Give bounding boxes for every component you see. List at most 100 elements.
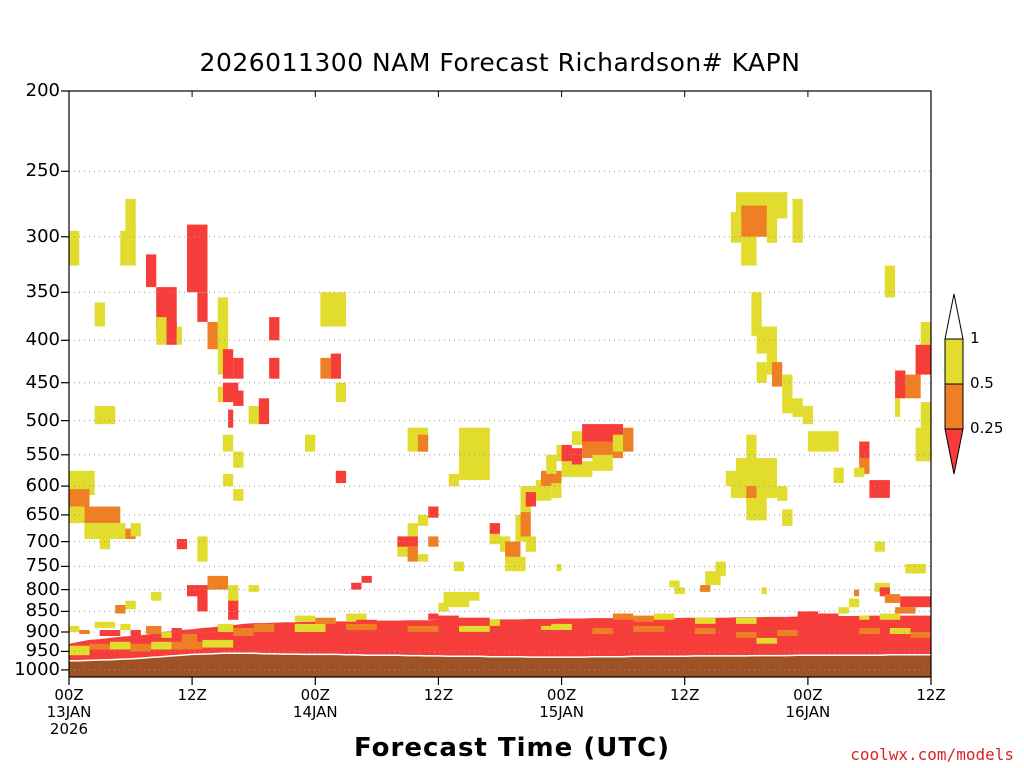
ri-cell	[879, 613, 901, 620]
colorbar-label: 1	[970, 329, 980, 347]
ri-cell	[417, 514, 429, 526]
ri-cell	[459, 625, 490, 632]
ri-cell	[222, 434, 234, 452]
ri-cell	[859, 458, 870, 474]
ri-cell	[920, 402, 931, 428]
ri-cell	[520, 497, 531, 513]
ri-cell	[592, 628, 613, 634]
ri-cell	[582, 441, 624, 459]
ri-cell	[807, 431, 839, 452]
ri-cell	[792, 398, 803, 417]
ri-cell	[428, 613, 439, 620]
ri-cell	[146, 254, 157, 288]
ri-cell	[69, 489, 90, 510]
y-tick-label: 850	[25, 600, 60, 622]
ri-cell	[751, 292, 762, 336]
ri-cell	[417, 554, 429, 562]
ri-cell	[233, 451, 244, 468]
ri-cell	[94, 621, 116, 628]
ri-cell	[571, 448, 583, 465]
x-tick-label: 12Z	[891, 687, 971, 704]
ri-cell	[84, 506, 121, 524]
source-credit[interactable]: coolwx.com/models	[850, 745, 1014, 764]
y-tick-label: 550	[25, 443, 60, 465]
ri-cell	[674, 587, 685, 595]
ri-cell	[741, 205, 767, 237]
ri-cell	[130, 523, 141, 537]
x-tick-label-line: 15JAN	[539, 703, 584, 721]
ri-cell	[920, 321, 931, 350]
x-tick-label-line: 00Z	[300, 686, 330, 704]
ri-cell	[443, 591, 470, 608]
ri-cell	[505, 541, 521, 562]
ri-cell	[233, 390, 244, 406]
ri-cell	[69, 506, 85, 524]
ri-cell	[700, 585, 711, 592]
colorbar-over-triangle	[944, 293, 964, 340]
ri-cell	[361, 575, 372, 583]
ri-cell	[217, 386, 223, 403]
ri-cell	[859, 628, 880, 634]
ri-cell	[459, 617, 490, 626]
ri-cell	[874, 582, 890, 592]
y-tick-label: 900	[25, 620, 60, 642]
y-tick-label: 400	[25, 329, 60, 351]
ri-cell	[736, 632, 757, 638]
plot-frame	[68, 90, 932, 678]
ri-cell	[397, 536, 418, 547]
surface-line	[69, 652, 931, 662]
ri-cell	[848, 598, 860, 608]
ri-cell	[541, 625, 572, 630]
y-tick-label: 1000	[14, 658, 60, 680]
ri-cell	[453, 561, 465, 572]
ri-cell	[910, 632, 931, 638]
ri-cell	[890, 628, 911, 634]
ri-cell	[766, 212, 778, 243]
ri-cell	[541, 486, 552, 501]
ri-cell	[346, 613, 367, 622]
ri-cell	[69, 625, 80, 632]
y-tick-label: 950	[25, 640, 60, 662]
data-cells	[69, 192, 931, 677]
ri-cell	[905, 564, 926, 574]
ri-cell	[130, 643, 152, 652]
ri-cell	[248, 405, 259, 425]
ri-cell	[438, 615, 459, 624]
x-tick-label: 12Z	[398, 687, 478, 704]
ri-cell	[99, 630, 121, 636]
y-tick-label: 300	[25, 225, 60, 247]
ri-cell	[535, 480, 541, 495]
ri-cell	[125, 600, 136, 610]
ri-cell	[525, 536, 536, 552]
ri-cell	[110, 641, 131, 650]
ri-cell	[346, 623, 377, 630]
ri-cell	[900, 596, 931, 608]
x-tick-label: 12Z	[645, 687, 725, 704]
axis-ticks	[61, 90, 932, 685]
ri-cell	[915, 344, 931, 375]
ri-cell	[320, 357, 331, 379]
ri-cell	[253, 623, 275, 632]
ri-cell	[571, 431, 583, 445]
ri-cell	[623, 427, 634, 452]
ri-cell	[84, 523, 126, 539]
ri-cell	[556, 564, 562, 572]
ri-cell	[859, 441, 870, 465]
ri-cell	[156, 317, 167, 345]
ri-cell	[695, 617, 716, 624]
ri-cell	[248, 585, 259, 592]
ri-cell	[115, 605, 126, 614]
ri-cell	[356, 619, 377, 626]
ri-cell	[294, 615, 316, 622]
ri-cell	[176, 539, 188, 550]
ri-cell	[428, 506, 439, 518]
ri-cell	[197, 594, 208, 612]
y-tick-label: 450	[25, 371, 60, 393]
ri-cell	[879, 587, 890, 597]
y-tick-label: 750	[25, 555, 60, 577]
ri-cell	[756, 637, 777, 644]
ri-cell	[125, 198, 136, 237]
ri-cell	[207, 321, 218, 350]
ri-cell	[417, 434, 429, 452]
